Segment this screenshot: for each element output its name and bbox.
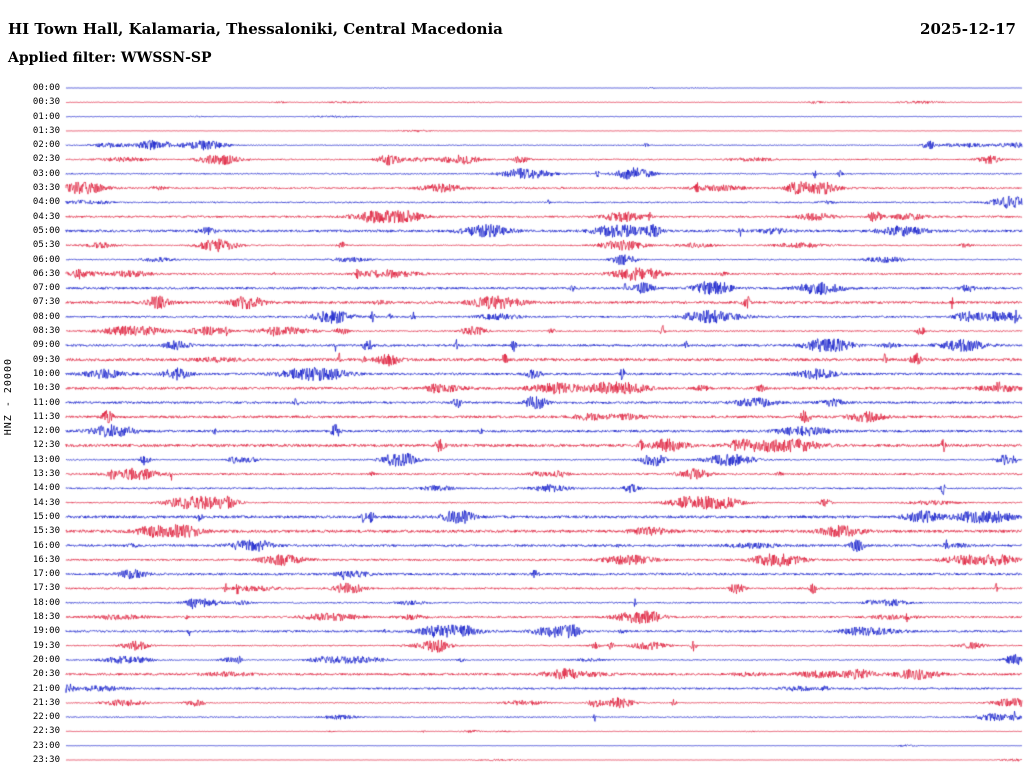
trace-row-label: 02:00 <box>32 140 60 151</box>
trace-row-label: 07:00 <box>32 283 60 294</box>
trace-row-label: 16:30 <box>32 554 60 565</box>
trace-row-label: 01:30 <box>32 125 60 136</box>
trace-row-label: 03:00 <box>32 168 60 179</box>
trace-row-label: 05:00 <box>32 225 60 236</box>
trace-row-label: 08:00 <box>32 311 60 322</box>
trace-row-label: 12:30 <box>32 440 60 451</box>
trace-row-label: 23:30 <box>32 755 60 765</box>
trace-row-label: 06:00 <box>32 254 60 265</box>
applied-filter-label: Applied filter: WWSSN-SP <box>8 50 212 66</box>
trace-row-label: 14:00 <box>32 483 60 494</box>
trace-row-label: 01:00 <box>32 111 60 122</box>
trace-row-label: 10:30 <box>32 383 60 394</box>
record-date: 2025-12-17 <box>920 20 1016 38</box>
trace-row-label: 13:30 <box>32 469 60 480</box>
trace-row-label: 14:30 <box>32 497 60 508</box>
trace-row-label: 10:00 <box>32 368 60 379</box>
trace-row-label: 20:00 <box>32 654 60 665</box>
trace-row-label: 11:30 <box>32 411 60 422</box>
trace-row-label: 04:00 <box>32 197 60 208</box>
trace-row-label: 13:00 <box>32 454 60 465</box>
trace-row-label: 19:30 <box>32 640 60 651</box>
trace-row-label: 15:30 <box>32 526 60 537</box>
trace-row-label: 22:00 <box>32 712 60 723</box>
trace-row-label: 19:00 <box>32 626 60 637</box>
trace-row-label: 20:30 <box>32 669 60 680</box>
trace-row-label: 22:30 <box>32 726 60 737</box>
trace-row-label: 02:30 <box>32 154 60 165</box>
trace-row-label: 15:00 <box>32 511 60 522</box>
trace-row-label: 09:00 <box>32 340 60 351</box>
trace-row-label: 12:00 <box>32 426 60 437</box>
trace-row-label: 00:00 <box>32 83 60 93</box>
trace-row-label: 16:00 <box>32 540 60 551</box>
trace-row-label: 04:30 <box>32 211 60 222</box>
trace-row-label: 17:00 <box>32 569 60 580</box>
trace-row-label: 03:30 <box>32 183 60 194</box>
station-title: HI Town Hall, Kalamaria, Thessaloniki, C… <box>8 20 503 38</box>
trace-row-label: 21:30 <box>32 697 60 708</box>
trace-row-label: 18:00 <box>32 597 60 608</box>
trace-row-label: 00:30 <box>32 97 60 108</box>
trace-row-label: 08:30 <box>32 326 60 337</box>
trace-row-label: 11:00 <box>32 397 60 408</box>
trace-row-label: 18:30 <box>32 612 60 623</box>
trace-row-label: 17:30 <box>32 583 60 594</box>
trace-row-label: 21:00 <box>32 683 60 694</box>
trace-row-label: 23:00 <box>32 740 60 751</box>
trace-row-label: 05:30 <box>32 240 60 251</box>
trace-row-label: 06:30 <box>32 268 60 279</box>
trace-row-label: 07:30 <box>32 297 60 308</box>
trace-row-label: 09:30 <box>32 354 60 365</box>
